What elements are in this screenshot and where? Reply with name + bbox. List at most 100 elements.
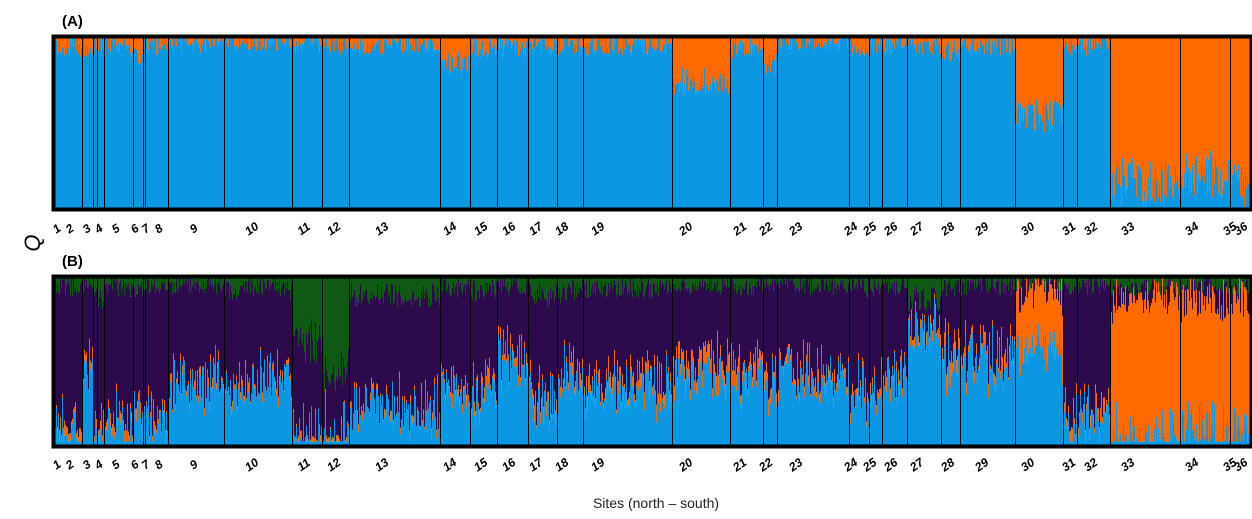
q-bar-orange: [674, 386, 676, 401]
q-bar-orange: [372, 38, 374, 49]
q-bar-green: [435, 278, 437, 300]
q-bar-blue: [1079, 40, 1081, 208]
q-bar-blue: [457, 55, 459, 209]
q-bar-orange: [100, 38, 102, 40]
q-bar-green: [664, 278, 666, 289]
q-bar-orange: [310, 439, 312, 442]
q-bar-orange: [903, 38, 905, 49]
q-bar-orange: [1142, 38, 1144, 202]
q-bar-green: [271, 278, 273, 286]
q-bar-orange: [887, 38, 889, 52]
q-bar-orange: [98, 430, 100, 437]
q-bar-blue: [162, 46, 164, 209]
q-bar-purple: [446, 292, 448, 370]
q-bar-orange: [330, 38, 332, 52]
q-bar-blue: [574, 53, 576, 208]
q-bar-orange: [166, 410, 168, 414]
q-bar-blue: [160, 411, 162, 445]
q-bar-green: [105, 278, 107, 286]
q-bar-blue: [626, 366, 628, 445]
q-bar-green: [139, 278, 141, 287]
q-bar-blue: [355, 50, 357, 208]
q-bar-orange: [1098, 38, 1100, 44]
q-bar-blue: [929, 50, 931, 208]
q-bar-green: [579, 278, 581, 285]
q-bar-blue: [605, 401, 607, 445]
q-bar-orange: [305, 436, 307, 442]
q-bar-orange: [743, 362, 745, 375]
q-bar-orange: [80, 38, 82, 57]
q-bar-green: [590, 278, 592, 296]
q-bar-orange: [1137, 38, 1139, 168]
q-bar-blue: [353, 50, 355, 209]
q-bar-blue: [220, 388, 222, 445]
q-bar-orange: [61, 434, 63, 442]
q-bar-green: [762, 278, 764, 292]
q-bar-blue: [405, 49, 407, 209]
q-bar-blue: [1171, 185, 1173, 208]
q-bar-purple: [111, 278, 113, 428]
q-bar-orange: [539, 38, 541, 43]
q-bar-orange: [1170, 38, 1172, 177]
q-bar-blue: [310, 441, 312, 445]
q-bar-purple: [595, 295, 597, 398]
q-bar-blue: [1206, 156, 1208, 208]
q-bar-blue: [208, 387, 210, 445]
q-bar-purple: [703, 286, 705, 343]
q-bar-blue: [422, 422, 424, 445]
q-bar-green: [203, 278, 205, 282]
q-bar-blue: [311, 43, 313, 209]
q-bar-orange: [658, 393, 660, 404]
q-bar-orange: [764, 38, 766, 65]
q-bar-purple: [649, 296, 651, 382]
q-bar-blue: [1116, 167, 1118, 208]
q-bar-green: [261, 278, 263, 293]
q-bar-blue: [491, 49, 493, 208]
q-bar-orange: [819, 38, 821, 40]
q-bar-orange: [87, 38, 89, 46]
q-bar-orange: [144, 38, 146, 40]
q-bar-purple: [236, 298, 238, 376]
q-bar-orange: [182, 365, 184, 375]
q-bar-orange: [721, 38, 723, 78]
q-bar-orange: [931, 38, 933, 45]
q-bar-blue: [719, 77, 721, 208]
q-bar-blue: [222, 380, 224, 445]
q-bar-green: [375, 278, 377, 299]
q-bar-blue: [837, 49, 839, 209]
q-bar-orange: [430, 396, 432, 400]
q-bar-purple: [169, 281, 171, 399]
q-bar-green: [121, 278, 123, 291]
q-bar-green: [122, 278, 124, 288]
q-bar-purple: [127, 285, 129, 404]
q-bar-blue: [768, 65, 770, 208]
q-bar-blue: [282, 43, 284, 209]
q-bar-blue: [725, 85, 727, 208]
q-bar-purple: [589, 278, 591, 364]
q-bar-green: [725, 278, 727, 286]
q-bar-purple: [261, 292, 263, 368]
q-bar-orange: [614, 350, 616, 366]
q-bar-purple: [364, 294, 366, 413]
q-bar-blue: [677, 82, 679, 208]
q-bar-orange: [400, 427, 402, 435]
q-bar-blue: [136, 49, 138, 209]
q-bar-blue: [61, 441, 63, 445]
q-bar-blue: [1228, 159, 1230, 208]
q-bar-purple: [175, 292, 177, 404]
q-bar-orange: [791, 38, 793, 50]
q-bar-blue: [627, 407, 629, 445]
q-bar-blue: [262, 402, 264, 445]
q-bar-blue: [492, 377, 494, 445]
q-bar-blue: [1088, 39, 1090, 209]
q-bar-blue: [457, 401, 459, 445]
q-bar-blue: [333, 441, 335, 445]
q-bar-green: [70, 278, 72, 296]
q-bar-blue: [696, 91, 698, 208]
q-bar-orange: [131, 38, 133, 56]
q-bar-blue: [904, 46, 906, 208]
q-bar-purple: [517, 288, 519, 346]
q-bar-blue: [158, 38, 160, 208]
q-bar-green: [65, 278, 67, 294]
q-bar-blue: [760, 48, 762, 208]
